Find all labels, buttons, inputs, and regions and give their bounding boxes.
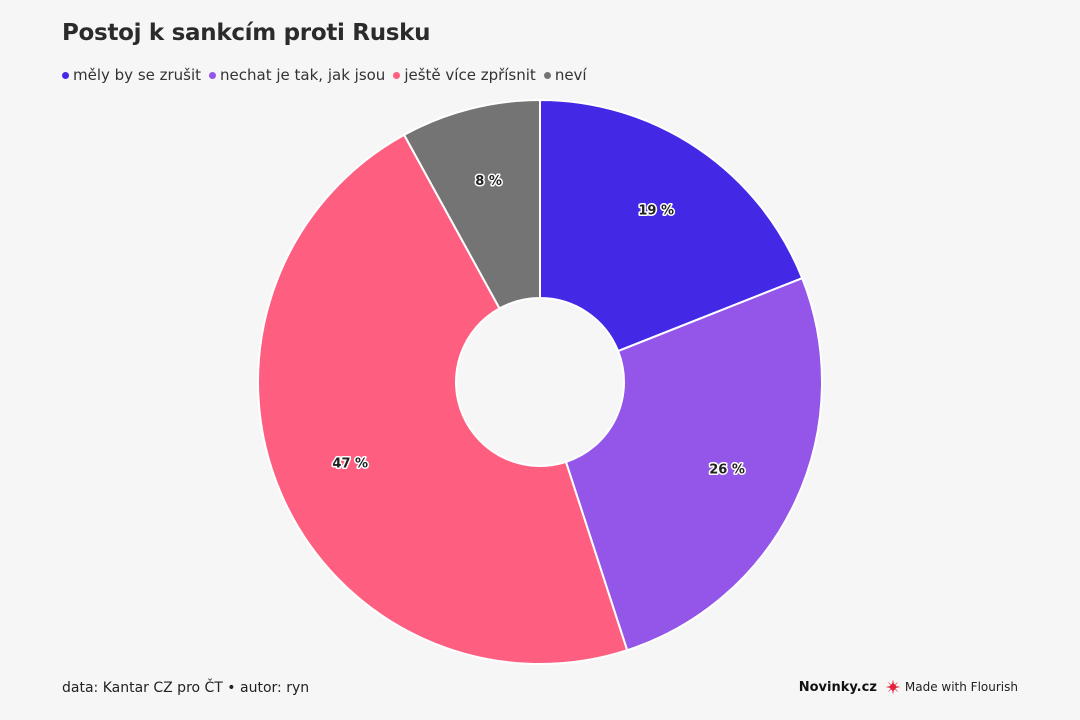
legend-label: ještě více zpřísnit	[404, 66, 536, 84]
slice-label-1: 26 %	[709, 463, 745, 478]
slice-label-3: 8 %	[475, 174, 502, 189]
flourish-credit[interactable]: Made with Flourish	[885, 679, 1018, 695]
slice-0[interactable]	[539, 98, 804, 353]
footer-branding: Novinky.cz Made with Flourish	[799, 679, 1018, 695]
legend-swatch	[209, 71, 217, 79]
legend-swatch	[543, 71, 551, 79]
flourish-icon	[885, 679, 901, 695]
legend-swatch	[62, 71, 69, 79]
slice-label-2: 47 %	[332, 457, 368, 472]
source-note: data: Kantar CZ pro ČT • autor: ryn	[62, 680, 310, 696]
legend-label: nechat je tak, jak jsou	[220, 66, 386, 84]
legend-item-nechat[interactable]: nechat je tak, jak jsou	[209, 66, 385, 84]
legend-label: neví	[554, 66, 587, 84]
legend-item-zprisnit[interactable]: ještě více zpřísnit	[393, 66, 536, 84]
chart-title: Postoj k sankcím proti Rusku	[62, 20, 431, 46]
slice-3[interactable]	[402, 98, 541, 310]
brand-logo[interactable]: Novinky.cz	[798, 679, 877, 695]
legend-item-zrusit[interactable]: měly by se zrušit	[62, 66, 201, 84]
legend-swatch	[393, 71, 401, 79]
flourish-label: Made with Flourish	[904, 680, 1018, 694]
legend-label: měly by se zrušit	[73, 66, 202, 84]
legend-item-nevi[interactable]: neví	[543, 66, 587, 84]
slice-label-0: 19 %	[638, 203, 674, 218]
slice-2[interactable]	[257, 133, 629, 665]
legend: měly by se zrušit nechat je tak, jak jso…	[62, 66, 587, 84]
slice-1[interactable]	[564, 276, 823, 652]
